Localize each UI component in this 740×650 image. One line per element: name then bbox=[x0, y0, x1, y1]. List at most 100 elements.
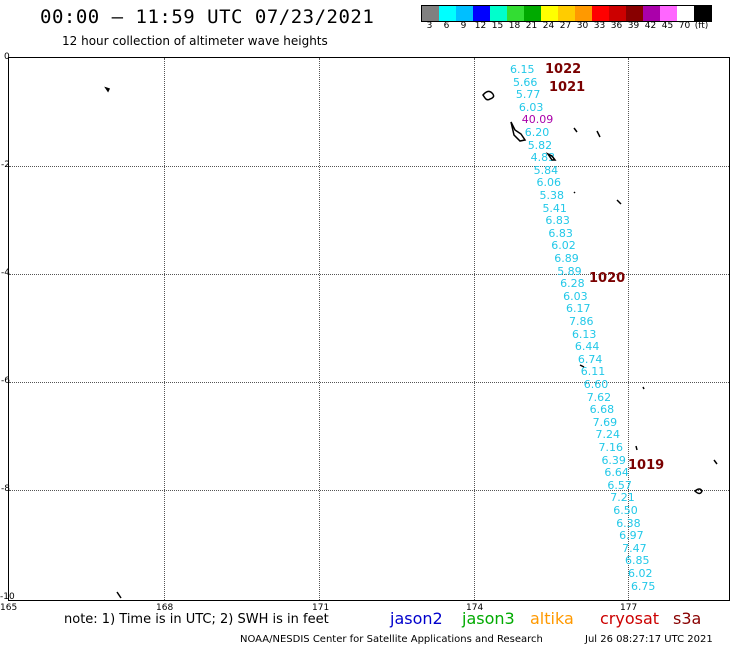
legend-swatch bbox=[626, 6, 643, 21]
sat-label-jason3: jason3 bbox=[462, 609, 515, 628]
legend-label: 9 bbox=[460, 21, 467, 31]
legend-label: 18 bbox=[508, 21, 521, 31]
legend-swatch bbox=[643, 6, 660, 21]
color-legend bbox=[421, 5, 712, 22]
page-title: 00:00 – 11:59 UTC 07/23/2021 bbox=[40, 6, 375, 28]
sat-label-altika: altika bbox=[530, 609, 574, 628]
legend-swatch bbox=[592, 6, 609, 21]
wave-height-label: 6.06 bbox=[536, 176, 562, 190]
legend-label: 33 bbox=[593, 21, 606, 31]
wave-height-label: 6.03 bbox=[563, 289, 588, 303]
wave-height-label: 7.47 bbox=[622, 541, 647, 555]
wave-height-label: 4.83 bbox=[530, 151, 556, 165]
legend-label: 24 bbox=[542, 21, 555, 31]
wave-height-label: 6.02 bbox=[628, 567, 653, 580]
footer-credit: NOAA/NESDIS Center for Satellite Applica… bbox=[240, 634, 543, 645]
wave-height-label: 7.16 bbox=[598, 441, 624, 454]
wave-height-label: 6.39 bbox=[601, 453, 626, 467]
wave-height-label: 6.44 bbox=[574, 340, 600, 354]
legend-swatch bbox=[490, 6, 507, 21]
lon-gridline bbox=[628, 58, 629, 600]
legend-label: 6 bbox=[443, 21, 450, 31]
note-text: note: 1) Time is in UTC; 2) SWH is in fe… bbox=[64, 612, 329, 627]
legend-label: 70 bbox=[678, 21, 691, 31]
sat-label-jason2: jason2 bbox=[390, 609, 443, 628]
wave-height-label: 6.11 bbox=[580, 365, 606, 379]
wave-height-label: 6.89 bbox=[554, 252, 579, 265]
legend-swatch bbox=[541, 6, 558, 21]
lon-gridline bbox=[164, 58, 165, 600]
wave-height-label: 6.85 bbox=[625, 554, 650, 568]
legend-label: 36 bbox=[610, 21, 623, 31]
lon-label-165: 165 bbox=[0, 603, 18, 613]
wave-height-label: 7.86 bbox=[569, 315, 594, 328]
wave-height-label: 7.21 bbox=[610, 491, 635, 505]
lat-label-minus2: -2 bbox=[1, 160, 10, 170]
legend-label: 12 bbox=[474, 21, 487, 31]
wave-height-label: 6.02 bbox=[551, 239, 576, 253]
wave-height-label: 40.09 bbox=[521, 113, 554, 127]
wave-height-label: 6.83 bbox=[545, 214, 570, 228]
lat-label-minus4: -4 bbox=[1, 268, 10, 278]
lat-gridline bbox=[9, 274, 729, 275]
pressure-label-1020: 1020 bbox=[589, 271, 626, 286]
map-panel[interactable] bbox=[8, 57, 730, 601]
wave-height-label: 6.50 bbox=[613, 504, 638, 517]
lat-label-minus8: -8 bbox=[1, 484, 10, 494]
wave-height-label: 5.89 bbox=[557, 264, 582, 278]
wave-height-label: 6.28 bbox=[560, 277, 585, 291]
lon-gridline bbox=[319, 58, 320, 600]
pressure-label-1022: 1022 bbox=[545, 62, 582, 77]
wave-height-label: 5.66 bbox=[512, 75, 538, 89]
legend-label: 42 bbox=[644, 21, 657, 31]
wave-height-label: 6.38 bbox=[616, 516, 641, 530]
lon-gridline bbox=[474, 58, 475, 600]
wave-height-label: 5.84 bbox=[533, 163, 559, 177]
wave-height-label: 6.60 bbox=[583, 378, 609, 391]
legend-swatch bbox=[677, 6, 694, 21]
wave-height-label: 5.77 bbox=[515, 88, 541, 102]
legend-swatch bbox=[422, 6, 439, 21]
legend-label: 27 bbox=[559, 21, 572, 31]
lat-label-minus6: -6 bbox=[1, 376, 10, 386]
wave-height-label: 6.83 bbox=[548, 226, 573, 240]
wave-height-label: 6.57 bbox=[607, 478, 632, 492]
lat-label-minus10: -10 bbox=[0, 592, 15, 602]
legend-swatch bbox=[524, 6, 541, 21]
legend-swatch bbox=[473, 6, 490, 21]
legend-swatch bbox=[558, 6, 575, 21]
pressure-label-1019: 1019 bbox=[628, 458, 665, 473]
wave-height-label: 7.24 bbox=[595, 428, 621, 442]
sat-label-cryosat: cryosat bbox=[600, 609, 660, 628]
wave-height-label: 5.41 bbox=[542, 201, 567, 215]
wave-height-label: 5.38 bbox=[539, 189, 565, 202]
wave-height-label: 6.20 bbox=[524, 126, 550, 139]
legend-swatch bbox=[456, 6, 473, 21]
pressure-label-1021: 1021 bbox=[549, 80, 586, 95]
lon-label-177: 177 bbox=[620, 603, 638, 613]
legend-label: 39 bbox=[627, 21, 640, 31]
lat-label-0: 0 bbox=[4, 52, 10, 62]
legend-label: 3 bbox=[426, 21, 433, 31]
legend-swatch bbox=[507, 6, 524, 21]
wave-height-label: 7.69 bbox=[592, 415, 618, 429]
legend-label: 30 bbox=[576, 21, 589, 31]
lon-label-168: 168 bbox=[156, 603, 174, 613]
legend-label: (ft) bbox=[694, 21, 709, 31]
legend-swatch bbox=[609, 6, 626, 21]
legend-swatch bbox=[439, 6, 456, 21]
wave-height-label: 7.62 bbox=[586, 390, 612, 404]
wave-height-label: 6.64 bbox=[604, 466, 629, 480]
wave-height-label: 6.74 bbox=[577, 352, 603, 366]
legend-swatch bbox=[575, 6, 592, 21]
wave-height-label: 6.68 bbox=[589, 403, 615, 417]
lat-gridline bbox=[9, 490, 729, 491]
wave-height-label: 6.03 bbox=[518, 100, 544, 114]
wave-height-label: 6.97 bbox=[619, 529, 644, 543]
wave-height-label: 5.82 bbox=[527, 138, 553, 152]
legend-label: 15 bbox=[491, 21, 504, 31]
lat-gridline bbox=[9, 166, 729, 167]
lon-label-171: 171 bbox=[312, 603, 330, 613]
legend-label: 45 bbox=[661, 21, 674, 31]
wave-height-label: 6.75 bbox=[630, 579, 656, 593]
